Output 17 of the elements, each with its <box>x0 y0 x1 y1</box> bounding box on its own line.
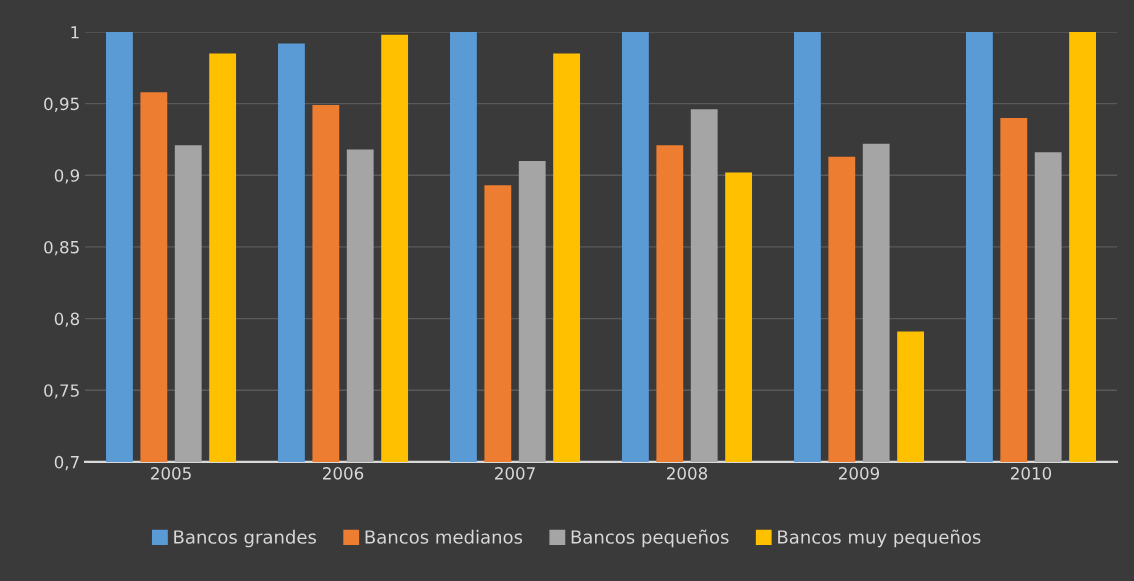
x-tick-label: 2005 <box>151 467 191 480</box>
y-tick-label: 0,8 <box>54 312 80 327</box>
x-tick-label: 2010 <box>1011 467 1052 480</box>
x-tick-label: 2007 <box>495 467 535 480</box>
y-tick-label: 0,9 <box>54 169 80 184</box>
y-tick-label: 0,7 <box>54 455 79 471</box>
y-tick-label: 0,75 <box>44 384 79 399</box>
x-tick-label: 2009 <box>839 467 880 480</box>
legend-label: Bancos pequeños <box>571 529 729 548</box>
legend-label: Bancos grandes <box>174 529 317 548</box>
legend-label: Bancos medianos <box>365 529 523 544</box>
y-tick-label: 1 <box>71 26 79 39</box>
y-tick-label: 0,85 <box>44 240 79 256</box>
x-tick-label: 2006 <box>323 467 364 480</box>
y-tick-label: 0,95 <box>44 97 79 112</box>
legend-label: Bancos muy pequeños <box>778 529 981 548</box>
x-tick-label: 2008 <box>667 467 708 480</box>
